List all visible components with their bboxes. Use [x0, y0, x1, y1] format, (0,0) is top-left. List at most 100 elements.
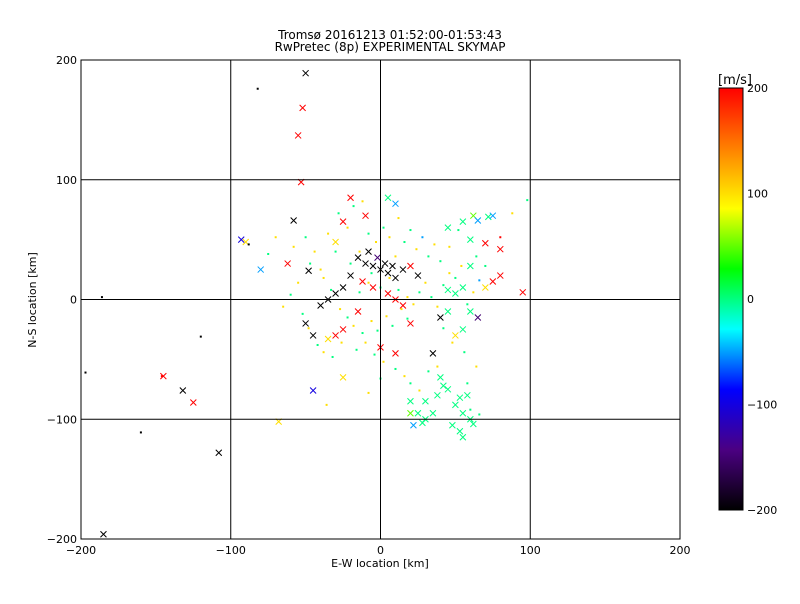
data-point-cross: [466, 262, 474, 270]
data-point-cross: [481, 284, 489, 291]
data-point-dot: [442, 284, 445, 287]
data-point-cross: [189, 399, 197, 406]
data-point-dot: [139, 431, 142, 434]
data-point-cross: [369, 262, 377, 270]
colorbar-tick-label: 0: [747, 293, 754, 306]
data-point-cross: [459, 433, 467, 441]
chart-title-line2: RwPretec (8p) EXPERIMENTAL SKYMAP: [275, 40, 506, 54]
data-point-dot: [382, 360, 385, 363]
data-point-cross: [392, 274, 399, 282]
data-point-cross: [496, 245, 504, 253]
data-point-cross: [354, 308, 362, 315]
y-tick-label: 0: [70, 294, 77, 307]
data-point-cross: [429, 350, 437, 357]
data-point-dot: [297, 281, 300, 284]
data-point-dot: [304, 236, 307, 239]
data-point-dot: [382, 226, 385, 229]
data-point-dot: [199, 335, 202, 338]
data-point-cross: [362, 212, 369, 220]
data-point-cross: [399, 302, 407, 309]
data-point-cross: [407, 262, 414, 270]
data-point-cross: [284, 260, 292, 267]
data-point-dot: [424, 281, 427, 284]
x-axis: −200 −100 0 100 200: [66, 544, 691, 557]
data-point-dot: [337, 212, 340, 215]
data-point-dot: [352, 205, 355, 208]
grid: [81, 60, 680, 539]
data-point-dot: [472, 291, 475, 294]
data-point-cross: [381, 260, 389, 267]
data-point-cross: [481, 239, 489, 247]
colorbar-tick-label: −100: [747, 399, 777, 412]
scatter-points: [84, 69, 529, 538]
data-point-cross: [299, 104, 306, 112]
data-point-dot: [367, 232, 370, 235]
data-point-cross: [407, 397, 414, 405]
data-point-cross: [332, 238, 339, 246]
data-point-dot: [160, 375, 163, 378]
data-point-cross: [444, 385, 452, 393]
data-point-dot: [330, 288, 333, 291]
data-point-dot: [307, 327, 310, 330]
data-point-cross: [459, 218, 467, 226]
data-point-dot: [340, 341, 343, 344]
data-point-dot: [367, 281, 370, 284]
data-point-dot: [475, 365, 478, 368]
data-point-cross: [407, 320, 414, 327]
data-point-cross: [294, 132, 302, 139]
data-point-cross: [459, 409, 467, 417]
data-point-dot: [325, 403, 328, 406]
data-point-cross: [440, 382, 447, 390]
data-point-cross: [354, 254, 362, 261]
y-axis-label: N-S location [km]: [26, 252, 39, 348]
data-point-dot: [282, 305, 285, 308]
data-point-cross: [392, 350, 399, 357]
data-point-dot: [406, 317, 409, 320]
data-point-cross: [466, 236, 474, 243]
data-point-cross: [414, 409, 422, 417]
data-point-cross: [399, 266, 407, 273]
data-point-dot: [274, 236, 277, 239]
data-point-dot: [316, 344, 319, 347]
data-point-dot: [457, 229, 460, 232]
data-point-cross: [339, 284, 347, 291]
data-point-cross: [496, 272, 504, 279]
data-point-cross: [444, 286, 452, 294]
data-point-cross: [444, 224, 452, 232]
data-point-dot: [339, 308, 342, 311]
data-point-dot: [385, 315, 388, 318]
data-point-dot: [433, 243, 436, 246]
data-point-dot: [349, 262, 352, 265]
data-point-dot: [391, 324, 394, 327]
data-point-cross: [324, 335, 332, 343]
data-point-cross: [389, 262, 396, 270]
data-point-cross: [452, 332, 459, 339]
data-point-dot: [403, 375, 406, 378]
data-point-dot: [355, 348, 358, 351]
data-point-dot: [427, 255, 430, 258]
data-point-cross: [459, 284, 467, 291]
data-point-cross: [317, 302, 324, 309]
data-point-cross: [215, 449, 223, 457]
data-point-dot: [400, 308, 403, 311]
data-point-dot: [100, 296, 103, 299]
data-point-dot: [394, 255, 397, 258]
data-point-dot: [421, 236, 424, 239]
data-point-cross: [444, 308, 452, 315]
data-point-cross: [237, 236, 245, 243]
data-point-cross: [257, 266, 265, 273]
y-tick-label: 200: [56, 54, 77, 67]
data-point-cross: [302, 69, 309, 77]
data-point-dot: [475, 255, 478, 258]
data-point-dot: [448, 245, 451, 248]
data-point-cross: [466, 308, 474, 315]
data-point-cross: [290, 217, 297, 224]
data-point-dot: [448, 272, 451, 275]
data-point-dot: [415, 248, 418, 251]
y-tick-label: −200: [47, 533, 77, 546]
colorbar-ticks: −200 −100 0 100 200: [747, 82, 777, 517]
data-point-cross: [305, 267, 312, 275]
data-point-dot: [346, 226, 349, 229]
data-point-dot: [358, 250, 361, 253]
